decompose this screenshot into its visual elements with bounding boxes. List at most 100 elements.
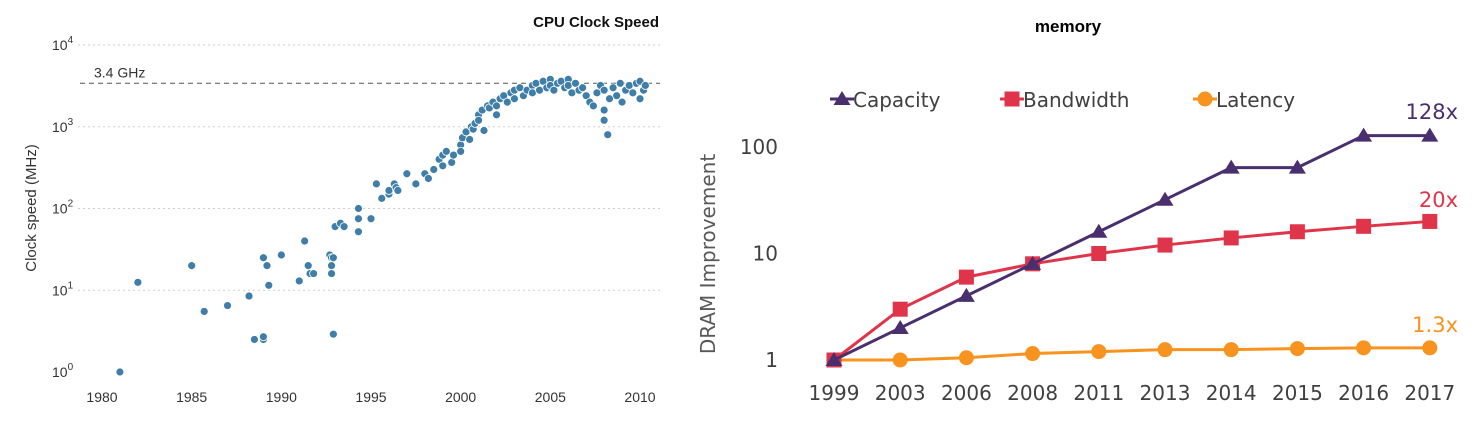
cpu-data-point xyxy=(276,250,286,260)
latency-marker xyxy=(1025,346,1041,362)
cpu-data-point xyxy=(411,179,421,189)
cpu-data-point xyxy=(423,174,433,183)
cpu-y-axis-label: Clock speed (MHz) xyxy=(23,144,40,272)
capacity-marker xyxy=(891,319,909,334)
cpu-gridlines xyxy=(78,44,660,291)
capacity-marker xyxy=(1090,223,1108,238)
capacity-end-label: 128x xyxy=(1405,100,1458,124)
capacity-marker xyxy=(957,287,975,302)
cpu-data-point xyxy=(244,291,254,301)
cpu-data-point xyxy=(571,78,580,88)
cpu-data-point xyxy=(250,335,259,344)
cpu-data-point xyxy=(115,367,125,377)
bandwidth-marker xyxy=(1422,213,1438,229)
latency-marker xyxy=(1157,342,1173,358)
dram-improvement-chart: memory Capacity Bandwidth Latency 1 10 100 1… xyxy=(696,17,1458,405)
cpu-data-point xyxy=(354,227,363,237)
cpu-data-point xyxy=(465,135,475,144)
series-latency xyxy=(826,340,1438,368)
memory-y-tick-label: 1 xyxy=(765,348,778,372)
capacity-marker xyxy=(1222,159,1240,174)
cpu-data-point xyxy=(456,146,466,156)
bandwidth-marker xyxy=(1157,237,1173,253)
cpu-x-tick-label: 1985 xyxy=(176,389,207,405)
cpu-data-point xyxy=(479,126,489,135)
cpu-chart-title: CPU Clock Speed xyxy=(533,14,659,31)
memory-y-axis-label: DRAM Improvement xyxy=(696,154,720,354)
memory-end-labels: 128x 20x 1.3x xyxy=(1405,100,1458,337)
series-capacity xyxy=(825,127,1439,366)
cpu-x-tick-label: 1995 xyxy=(355,389,386,405)
latency-marker xyxy=(1356,340,1372,356)
memory-y-tick-label: 100 xyxy=(740,135,778,159)
cpu-data-point xyxy=(588,101,598,111)
latency-marker xyxy=(958,350,974,366)
cpu-data-point xyxy=(393,186,403,195)
legend-marker xyxy=(833,91,851,105)
memory-y-tick-labels: 1 10 100 xyxy=(740,135,778,372)
latency-marker xyxy=(1422,340,1438,356)
memory-x-tick-label: 1999 xyxy=(809,381,860,405)
memory-legend: Capacity Bandwidth Latency xyxy=(830,88,1295,112)
cpu-data-point xyxy=(502,97,512,107)
latency-marker xyxy=(1223,342,1239,358)
cpu-data-point xyxy=(354,214,363,224)
memory-chart-title: memory xyxy=(1035,17,1102,36)
cpu-data-point xyxy=(262,261,272,271)
cpu-y-tick-label: 102 xyxy=(52,199,74,217)
cpu-data-point xyxy=(605,94,614,104)
cpu-y-tick-label: 101 xyxy=(52,280,74,298)
cpu-data-point xyxy=(492,110,501,120)
memory-x-tick-label: 2013 xyxy=(1140,381,1191,405)
cpu-data-point xyxy=(441,146,451,156)
memory-x-tick-label: 2016 xyxy=(1338,381,1389,405)
cpu-data-point xyxy=(599,115,609,125)
bandwidth-marker xyxy=(892,301,908,317)
cpu-data-point xyxy=(612,91,622,101)
cpu-data-point xyxy=(624,81,634,90)
bandwidth-marker xyxy=(1356,218,1372,234)
cpu-data-point xyxy=(303,261,313,271)
capacity-marker xyxy=(1355,127,1373,142)
cpu-data-point xyxy=(449,150,458,160)
series-bandwidth xyxy=(826,213,1438,368)
cpu-data-point xyxy=(510,94,519,104)
memory-x-tick-label: 2014 xyxy=(1206,381,1257,405)
latency-marker xyxy=(1289,341,1305,357)
cpu-data-point xyxy=(635,94,645,104)
cpu-y-tick-labels: 100 101 102 103 104 xyxy=(52,35,74,380)
cpu-data-point xyxy=(377,193,387,203)
latency-marker xyxy=(1091,344,1107,360)
legend-label: Latency xyxy=(1216,88,1295,112)
cpu-data-point xyxy=(438,161,448,171)
bandwidth-end-label: 20x xyxy=(1419,188,1458,212)
cpu-x-tick-label: 1990 xyxy=(266,389,297,405)
cpu-data-point xyxy=(549,85,559,95)
legend-label: Bandwidth xyxy=(1023,88,1129,112)
memory-x-tick-label: 2006 xyxy=(941,381,992,405)
cpu-data-point xyxy=(599,105,609,115)
latency-line xyxy=(834,346,1430,362)
cpu-x-tick-label: 2005 xyxy=(535,389,566,405)
memory-x-tick-label: 2011 xyxy=(1073,381,1124,405)
bandwidth-line xyxy=(833,219,1430,362)
cpu-data-point xyxy=(447,158,457,167)
cpu-data-point xyxy=(328,253,338,263)
cpu-clock-speed-chart: CPU Clock Speed 100 101 102 103 104 1980 1985… xyxy=(23,14,660,405)
legend-item-bandwidth: Bandwidth xyxy=(1000,88,1129,112)
cpu-data-point xyxy=(603,130,613,140)
cpu-data-point xyxy=(187,261,197,271)
cpu-data-point xyxy=(474,115,484,125)
capacity-marker xyxy=(1421,127,1439,142)
capacity-line xyxy=(833,134,1430,362)
cpu-data-point xyxy=(309,269,319,278)
memory-series xyxy=(825,127,1439,368)
cpu-data-point xyxy=(294,276,304,286)
cpu-data-point xyxy=(628,88,638,98)
cpu-y-tick-label: 100 xyxy=(52,362,74,380)
memory-x-tick-label: 2017 xyxy=(1404,381,1455,405)
latency-marker xyxy=(892,352,908,368)
cpu-data-point xyxy=(371,179,381,189)
cpu-reference-label: 3.4 GHz xyxy=(94,64,145,80)
